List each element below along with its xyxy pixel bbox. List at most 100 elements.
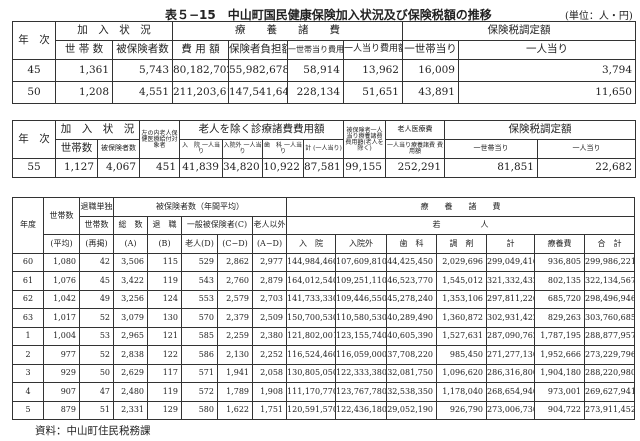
table-cell: 32,538,350 [386,382,438,402]
table-cell: 2 [12,345,44,365]
header: 被保険者数（年間平均） [112,197,288,217]
table-cell: 122 [147,345,182,365]
table-cell: 1,787,195 [534,326,586,346]
table-cell: 119 [147,271,182,291]
table-cell: 60 [12,252,44,272]
header: 総 数 [113,215,148,235]
table-cell: 1,360,872 [436,308,488,328]
header: 加 入 状 況 [55,21,173,41]
table-cell: 973,001 [534,382,586,402]
table-cell: 269,627,941 [584,382,636,402]
table-cell: 122,436,180 [335,400,388,420]
table-cell: 3 [12,363,44,383]
table-cell: 32,081,750 [386,363,438,383]
table-cell: 985,450 [436,345,488,365]
table-cell: 52 [79,345,114,365]
table-cell: 45,278,240 [386,289,438,309]
header: 被保険者数 [112,40,173,60]
table-row: 60 1,080 42 3,506 115 529 2,862 2,977 144,984,46… [12,252,636,272]
table-cell: 115 [147,252,182,272]
header: 年 次 [12,21,56,60]
table-cell: 124 [147,289,182,309]
table-cell: 110,580,530 [335,308,388,328]
table-cell: 936,805 [534,252,586,272]
table-cell: 121 [147,326,182,346]
table-cell: 1,096,620 [436,363,488,383]
table-cell: 1,941 [217,363,253,383]
table-cell: 47 [79,382,114,402]
table-cell: 121,802,001 [286,326,337,346]
table-cell: 42 [79,252,114,272]
table-cell: 22,682 [536,158,637,178]
table-cell: 50 [79,363,114,383]
table-cell: 55,982,678 [228,59,288,82]
table-cell: 929 [43,363,80,383]
header: 年 次 [12,120,56,159]
header: 療 養 諸 費 [286,197,636,217]
table-3: 年度 世帯数 退職単独 被保険者数（年間平均）療 養 諸 費 世帯数総 数退 職一般被… [12,197,636,420]
table-row: 4 907 47 2,480 119 572 1,789 1,908 111,170,770 12… [12,382,636,402]
header: 一世帯当り費用額 [287,40,344,60]
header: 歯 科 [386,234,438,254]
table-cell: 147,541,648 [228,81,288,104]
table-cell: 586 [181,345,218,365]
table-cell: 4,551 [112,81,173,104]
table-cell: 585 [181,326,218,346]
table-cell: 2,977 [251,252,288,272]
header: 左の内老人保健医療給付対象者 [139,120,180,159]
header: 若 人 [286,215,636,235]
table-cell: 81,851 [444,158,538,178]
table-cell: 46,523,770 [386,271,438,291]
header: 入院外 [335,234,388,254]
unit-label: (単位：人・円) [565,11,633,22]
source-note: 資料：中山町住民税務課 [35,425,151,437]
table-cell: 1,527,631 [436,326,488,346]
table-cell: 297,811,226 [486,289,536,309]
table-cell: 1,545,012 [436,271,488,291]
table-cell: 52 [79,308,114,328]
header: 世 帯 数 [55,40,113,60]
table-cell: 2,331 [113,400,148,420]
header: 世帯数 [55,139,98,159]
table-cell: 2,579 [217,289,253,309]
table-cell: 2,058 [251,363,288,383]
table-cell: 3,794 [458,59,636,82]
table-cell: 51,651 [343,81,403,104]
table-cell: 273,006,730 [486,400,536,420]
table-cell: 2,760 [217,271,253,291]
table-cell: 1 [12,326,44,346]
table-title: 表５−15 中山町国民健康保険加入状況及び保険税額の推移 [165,8,492,22]
table-cell: 288,877,957 [584,326,636,346]
table-cell: 87,581 [303,158,344,178]
table-row: 5 879 51 2,331 129 580 1,622 1,751 120,591,570 12… [12,400,636,420]
table-cell: 271,277,130 [486,345,536,365]
header: 退 職 [147,215,182,235]
header: 老人を除く診療諸費費用額 [179,120,344,140]
header: 保険者負担額 [228,40,288,60]
table-cell: 62 [12,289,44,309]
table-cell: 2,259 [217,326,253,346]
header: 老人医療費 [385,120,445,140]
table-cell: 116,524,460 [286,345,337,365]
table-cell: 45 [12,59,56,82]
table-cell: 3,506 [113,252,148,272]
table-cell: 1,042 [43,289,80,309]
table-cell: 40,605,390 [386,326,438,346]
table-cell: 572 [181,382,218,402]
table-cell: 2,965 [113,326,148,346]
table-cell: 2,879 [251,271,288,291]
table-cell: 80,182,702 [172,59,229,82]
table-cell: 109,446,550 [335,289,388,309]
table-cell: 543 [181,271,218,291]
table-cell: 43,891 [402,81,459,104]
header: 老人(D) [181,234,218,254]
table-row: 55 1,127 4,067 451 41,839 34,820 10,922 87,581 9… [12,158,637,178]
table-cell: 122,333,380 [335,363,388,383]
table-row: 45 1,361 5,743 80,182,702 55,982,678 58,914 13… [12,59,636,82]
table-cell: 3,256 [113,289,148,309]
header: (A−D) [251,234,288,254]
table-cell: 211,203,614 [172,81,229,104]
table-cell: 55 [12,158,56,178]
table-row: 1 1,004 53 2,965 121 585 2,259 2,380 121,802,001… [12,326,636,346]
table-cell: 977 [43,345,80,365]
